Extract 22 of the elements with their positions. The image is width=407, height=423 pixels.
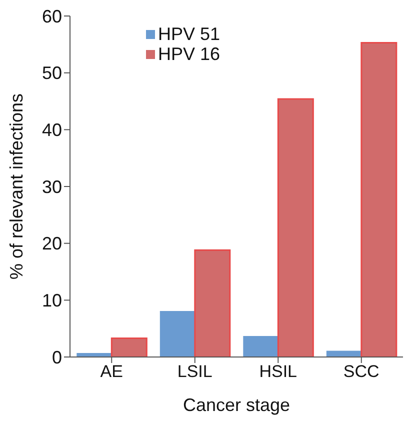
- x-tick-label: AE: [100, 362, 123, 382]
- legend-label: HPV 51: [158, 24, 220, 44]
- bar: [277, 98, 314, 357]
- y-tick-label: 10: [42, 290, 62, 311]
- bar: [194, 249, 231, 357]
- y-tick-label: 30: [42, 176, 62, 197]
- bar: [326, 350, 362, 357]
- y-tick-label: 60: [42, 6, 62, 26]
- y-tick-label: 50: [42, 63, 62, 84]
- y-axis-title: % of relevant infections: [6, 93, 26, 280]
- y-tick-label: 40: [42, 120, 62, 140]
- x-tick-label: SCC: [343, 362, 380, 382]
- bar: [110, 337, 148, 357]
- bar: [360, 42, 398, 357]
- y-tick-label: 20: [42, 234, 62, 254]
- x-tick-label: LSIL: [177, 362, 212, 382]
- bar: [243, 336, 278, 357]
- y-tick-label: 0: [52, 347, 62, 368]
- bar: [160, 310, 195, 357]
- legend-label: HPV 16: [158, 44, 220, 64]
- x-axis-title: Cancer stage: [182, 395, 290, 415]
- x-tick-label: HSIL: [259, 362, 298, 382]
